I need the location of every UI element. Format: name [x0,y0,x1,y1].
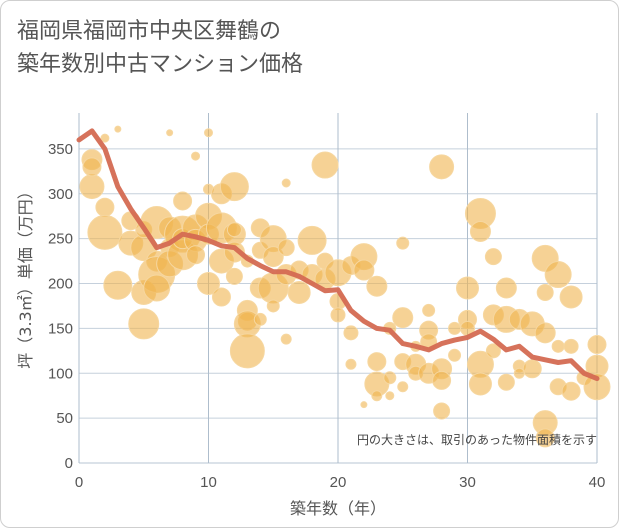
trend-line-layer [76,128,600,382]
bubble-point [345,358,357,370]
bubble-point [226,222,242,238]
bubble-point [561,381,581,401]
bubble-point [495,277,517,299]
y-tick-label: 350 [48,141,73,158]
x-tick-label: 10 [200,474,217,491]
size-note: 円の大きさは、取引のあった物件面積を示す [357,432,597,447]
bubble-point [522,359,542,379]
average-price-line [76,128,600,382]
x-tick-label: 30 [459,474,476,491]
bubble-point [422,303,436,317]
x-tick-label: 0 [75,474,83,491]
chart-title-line-1: 福岡県福岡市中央区舞鶴の [17,19,282,44]
bubble-point [469,220,491,242]
bubble-point [330,307,346,323]
bubble-point [225,267,243,285]
bubble-point [281,178,291,188]
bubble-point [197,272,220,296]
bubble-point [396,236,410,250]
bubble-point [360,401,368,409]
bubble-point [432,370,452,390]
x-tick-label: 40 [589,474,606,491]
bubble-point [366,275,388,297]
bubble-point [95,197,115,217]
bubble-point [114,125,122,133]
bubble-point [468,372,492,396]
bubble-point [544,261,572,289]
bubble-point [82,157,102,177]
y-axis-label: 坪（3.3㎡）単価（万円） [16,183,35,368]
bubble-point [534,322,556,344]
bubble-point [166,129,174,137]
bubble-point [191,151,201,161]
bubble-point [497,373,515,391]
bubble-point [219,172,249,202]
tick-layer: 0 50 100 150 200 250 300 350 0 10 20 30 40 [48,141,605,491]
bubble-point [448,348,462,362]
bubble-point [87,214,123,250]
bubble-point [367,352,387,372]
y-tick-label: 50 [56,410,73,427]
bubble-point [513,367,525,379]
bubble-point [385,391,395,401]
bubble-point [277,239,295,257]
bubble-point [551,339,565,353]
bubble-point [485,343,501,359]
y-tick-label: 300 [48,186,73,203]
bubble-point [229,333,265,369]
bubble-point [253,312,267,326]
x-tick-label: 20 [330,474,347,491]
bubble-point [535,428,555,448]
bubble-point [211,287,231,307]
y-tick-label: 0 [65,455,73,472]
bubble-point [103,270,133,300]
bubble-point [484,248,502,266]
bubble-point [297,225,327,255]
bubble-point [287,280,311,304]
bubble-point [559,285,583,309]
y-tick-label: 200 [48,276,73,293]
bubble-point [429,154,455,180]
y-tick-label: 250 [48,231,73,248]
bubble-layer [79,125,611,448]
bubble-point [397,381,409,393]
bubble-point [536,283,554,301]
y-tick-label: 100 [48,365,73,382]
bubble-point [280,333,292,345]
bubble-point [583,373,611,401]
bubble-point [563,338,579,354]
bubble-point [311,151,339,179]
bubble-point [79,174,105,200]
bubble-point [266,299,280,313]
bubble-point [204,128,213,138]
bubble-point [186,245,206,265]
bubble-point [371,390,383,402]
bubble-point [353,259,375,281]
bubble-point [392,307,414,329]
bubble-point [383,371,397,385]
x-axis-label: 築年数（年） [290,499,386,518]
bubble-point [433,402,451,420]
y-tick-label: 150 [48,320,73,337]
bubble-point [143,274,171,302]
bubble-point [587,335,607,355]
bubble-point [448,321,462,335]
chart-title: 福岡県福岡市中央区舞鶴の 築年数別中古マンション価格 [17,15,303,81]
bubble-point [262,246,284,268]
bubble-point [343,325,359,341]
bubble-point [456,276,479,300]
chart-title-line-2: 築年数別中古マンション価格 [17,52,304,77]
bubble-point [173,191,193,211]
bubble-point [100,133,110,143]
bubble-point [128,308,160,340]
